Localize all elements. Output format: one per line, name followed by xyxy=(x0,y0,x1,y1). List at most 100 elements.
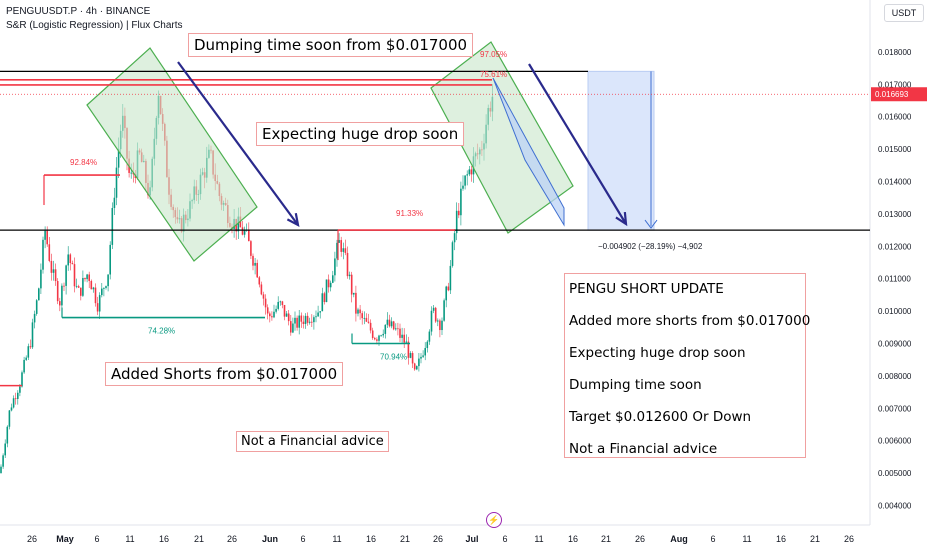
info-line: Expecting huge drop soon xyxy=(569,345,746,361)
trend-arrow-may-head xyxy=(286,213,300,228)
candle-body xyxy=(237,216,240,232)
dumping-title-annotation: Dumping time soon from $0.017000 xyxy=(188,33,474,57)
candle-body xyxy=(449,265,452,291)
indicator-line[interactable]: S&R (Logistic Regression) | Flux Charts xyxy=(6,20,183,31)
trend-arrow-july-head xyxy=(615,211,628,227)
candle-body xyxy=(260,284,263,295)
candle-body xyxy=(361,313,363,319)
x-tick-label: 11 xyxy=(125,534,134,544)
expecting-drop-annotation: Expecting huge drop soon xyxy=(256,122,465,146)
candle-body xyxy=(21,372,23,387)
candle-body xyxy=(59,301,61,306)
candle-body xyxy=(355,292,357,314)
candle-body xyxy=(262,294,265,299)
candle-body xyxy=(48,244,51,261)
candle-body xyxy=(346,252,349,277)
info-line: Not a Financial advice xyxy=(569,441,718,457)
candle-body xyxy=(451,242,454,266)
lightning-icon[interactable]: ⚡ xyxy=(486,512,502,528)
candle-body xyxy=(445,286,447,301)
candle-body xyxy=(298,315,300,328)
candle-body xyxy=(392,321,395,330)
y-tick-label: 0.004000 xyxy=(878,502,912,511)
y-tick-label: 0.017000 xyxy=(878,80,912,89)
candle-body xyxy=(443,300,445,321)
candle-body xyxy=(256,262,258,278)
x-tick-label: 26 xyxy=(27,534,37,544)
candle-body xyxy=(411,353,414,364)
x-tick-label: Jul xyxy=(465,534,478,544)
candle-body xyxy=(304,315,307,324)
x-tick-label: 26 xyxy=(635,534,645,544)
candle-body xyxy=(31,322,34,348)
candle-body xyxy=(54,269,57,282)
y-tick-label: 0.018000 xyxy=(878,48,912,57)
candle-body xyxy=(71,263,74,265)
candle-body xyxy=(269,313,271,317)
y-tick-label: 0.010000 xyxy=(878,307,912,316)
candle-body xyxy=(29,346,32,348)
sr-level-label: 74.28% xyxy=(148,327,175,336)
candle-body xyxy=(14,398,17,400)
candle-body xyxy=(4,443,6,456)
candle-body xyxy=(27,346,30,358)
candle-body xyxy=(12,398,15,408)
candle-body xyxy=(470,169,473,175)
candle-body xyxy=(403,334,405,343)
candle-body xyxy=(17,392,19,399)
channel-july xyxy=(430,41,574,234)
measure-label: −0.004902 (−28.19%) −4,902 xyxy=(598,242,703,251)
candle-body xyxy=(264,298,267,308)
candle-body xyxy=(19,386,21,393)
x-tick-label: 16 xyxy=(568,534,578,544)
x-tick-label: Aug xyxy=(670,534,688,544)
candle-body xyxy=(283,304,286,317)
candle-body xyxy=(44,230,46,240)
candle-body xyxy=(420,356,422,359)
candle-body xyxy=(2,455,4,467)
candle-body xyxy=(86,274,88,280)
candle-body xyxy=(453,233,456,243)
candle-body xyxy=(294,317,296,324)
candle-body xyxy=(357,309,359,314)
y-tick-label: 0.006000 xyxy=(878,437,912,446)
candle-body xyxy=(65,265,67,286)
candle-body xyxy=(273,311,275,318)
candle-body xyxy=(390,321,393,327)
candle-body xyxy=(292,323,294,333)
candle-body xyxy=(325,279,328,303)
candle-body xyxy=(75,286,78,288)
candle-body xyxy=(323,293,326,303)
candle-body xyxy=(386,319,389,325)
candle-body xyxy=(409,353,412,358)
projected-channel xyxy=(492,77,565,227)
candle-body xyxy=(103,287,105,289)
candle-body xyxy=(25,357,27,360)
candle-body xyxy=(252,255,254,266)
x-tick-label: 21 xyxy=(194,534,204,544)
candle-body xyxy=(380,335,382,337)
candle-body xyxy=(376,339,378,341)
symbol-line[interactable]: PENGUUSDT.P · 4h · BINANCE xyxy=(6,6,151,17)
candle-body xyxy=(92,287,95,290)
candle-body xyxy=(266,307,269,314)
candle-body xyxy=(23,359,25,373)
candle-body xyxy=(117,149,120,168)
candle-body xyxy=(243,230,246,235)
x-tick-label: 26 xyxy=(844,534,854,544)
candle-body xyxy=(306,315,309,323)
currency-button[interactable]: USDT xyxy=(884,4,924,22)
candle-body xyxy=(418,358,420,367)
candle-body xyxy=(88,274,90,281)
y-tick-label: 0.012000 xyxy=(878,242,912,251)
y-tick-label: 0.005000 xyxy=(878,469,912,478)
candle-body xyxy=(344,248,347,253)
x-tick-label: 11 xyxy=(332,534,341,544)
candle-body xyxy=(462,185,464,189)
candle-body xyxy=(428,331,431,342)
candle-body xyxy=(73,264,76,287)
candle-body xyxy=(363,317,366,319)
candle-body xyxy=(300,315,303,322)
